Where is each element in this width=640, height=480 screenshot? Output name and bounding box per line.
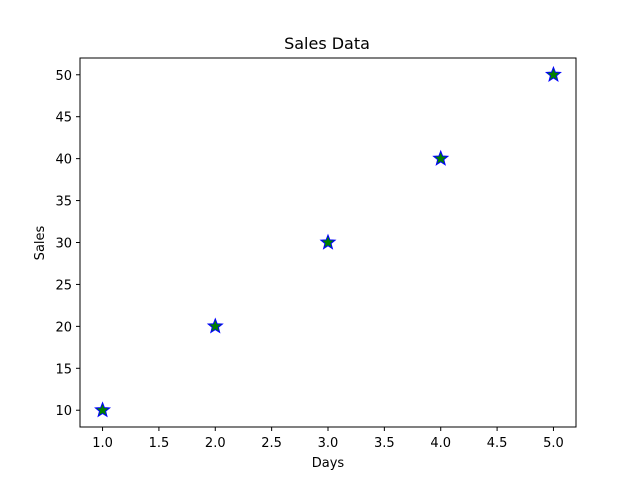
x-tick-label: 2.0 (205, 436, 226, 451)
y-tick-label: 50 (55, 69, 72, 84)
x-tick-label: 3.0 (318, 436, 339, 451)
x-tick-label: 2.5 (261, 436, 282, 451)
y-tick-label: 15 (55, 362, 72, 377)
y-tick-label: 45 (55, 111, 72, 126)
x-tick-label: 4.0 (430, 436, 451, 451)
data-point-star (206, 317, 224, 334)
data-points (94, 65, 562, 418)
x-axis-label: Days (312, 456, 345, 471)
data-point-star (94, 401, 112, 418)
y-tick-label: 10 (55, 404, 72, 419)
y-axis-ticks: 10 15 20 25 30 35 40 45 50 (55, 69, 80, 419)
x-tick-label: 1.0 (92, 436, 113, 451)
data-point-star (319, 233, 337, 250)
y-tick-label: 40 (55, 153, 72, 168)
y-tick-label: 35 (55, 195, 72, 210)
y-tick-label: 25 (55, 278, 72, 293)
x-tick-label: 1.5 (149, 436, 170, 451)
data-point-star (432, 149, 450, 166)
chart-title: Sales Data (284, 34, 370, 53)
x-tick-label: 4.5 (487, 436, 508, 451)
x-tick-label: 3.5 (374, 436, 395, 451)
y-tick-label: 20 (55, 320, 72, 335)
data-point-star (544, 65, 562, 82)
x-axis-ticks: 1.0 1.5 2.0 2.5 3.0 3.5 4.0 4.5 5.0 (92, 427, 564, 451)
y-tick-label: 30 (55, 237, 72, 252)
y-axis-label: Sales (33, 225, 48, 260)
x-tick-label: 5.0 (543, 436, 564, 451)
